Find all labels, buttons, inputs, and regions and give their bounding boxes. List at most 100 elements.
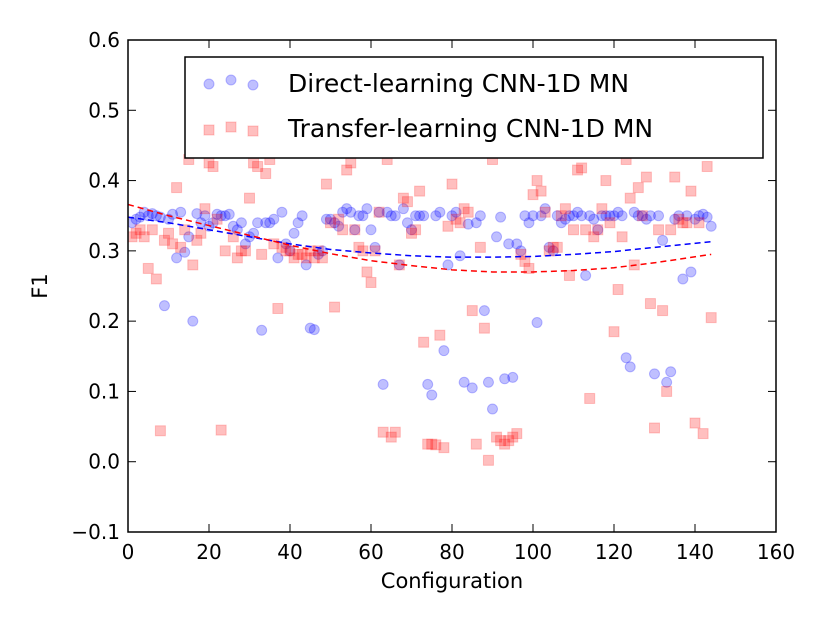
transfer-learning-point (511, 428, 523, 440)
transfer-learning-point (515, 248, 527, 260)
direct-learning-point (539, 203, 551, 215)
transfer-learning-point (657, 305, 669, 317)
transfer-learning-point (503, 435, 515, 447)
transfer-learning-point (215, 424, 227, 436)
direct-learning-point (320, 213, 332, 225)
transfer-learning-point (219, 245, 231, 257)
direct-learning-point (693, 210, 705, 222)
direct-learning-point (227, 220, 239, 232)
direct-learning-point (632, 210, 644, 222)
direct-learning-point (661, 376, 673, 388)
transfer-learning-point (320, 178, 332, 190)
direct-learning-point (215, 210, 227, 222)
direct-learning-point (414, 210, 426, 222)
direct-learning-point (701, 211, 713, 223)
transfer-learning-point (547, 241, 559, 253)
transfer-learning-point (235, 245, 247, 257)
transfer-learning-point (345, 157, 357, 169)
transfer-learning-point (187, 259, 199, 271)
direct-learning-point (187, 315, 199, 327)
legend-marker-direct (225, 74, 237, 86)
legend-marker-direct (247, 79, 259, 91)
transfer-learning-point (316, 252, 328, 264)
direct-learning-point (381, 206, 393, 218)
transfer-learning-point (495, 435, 507, 447)
direct-learning-point (292, 217, 304, 229)
transfer-learning-trend-line (128, 203, 712, 273)
transfer-learning-point (584, 392, 596, 404)
transfer-learning-point (697, 428, 709, 440)
direct-learning-point (219, 210, 231, 222)
x-tick-label: 140 (676, 540, 714, 564)
transfer-learning-point (397, 192, 409, 204)
transfer-learning-point (624, 192, 636, 204)
direct-learning-point (288, 227, 300, 239)
transfer-learning-point (296, 248, 308, 260)
transfer-learning-point (559, 203, 571, 215)
transfer-learning-point (673, 213, 685, 225)
direct-learning-point (434, 206, 446, 218)
direct-learning-point (438, 345, 450, 357)
direct-learning-point (410, 210, 422, 222)
transfer-learning-point (507, 431, 519, 443)
plot-area (128, 122, 717, 466)
direct-learning-point (551, 210, 563, 222)
transfer-learning-point (470, 438, 482, 450)
transfer-learning-point (130, 227, 142, 239)
x-tick-label: 120 (595, 540, 633, 564)
transfer-learning-point (677, 217, 689, 229)
direct-learning-point (268, 213, 280, 225)
direct-learning-point (470, 217, 482, 229)
direct-learning-point (406, 224, 417, 236)
x-tick-label: 100 (514, 540, 552, 564)
direct-learning-point (426, 389, 438, 401)
legend-marker-transfer (203, 124, 215, 136)
direct-learning-point (689, 213, 701, 225)
direct-learning-point (341, 203, 353, 215)
direct-learning-point (312, 248, 324, 260)
x-axis-label: Configuration (381, 569, 523, 593)
transfer-learning-point (649, 422, 660, 434)
direct-learning-point (612, 206, 624, 218)
direct-learning-point (523, 217, 535, 229)
transfer-learning-point (523, 262, 535, 274)
direct-learning-point (474, 210, 486, 222)
direct-learning-point (248, 227, 260, 239)
transfer-learning-point (665, 224, 677, 236)
direct-learning-point (478, 305, 490, 317)
transfer-learning-point (555, 210, 567, 222)
direct-learning-point (531, 317, 543, 329)
transfer-learning-point (685, 185, 697, 197)
transfer-learning-point (288, 252, 300, 264)
direct-learning-point (158, 300, 170, 312)
direct-learning-point (418, 210, 430, 222)
transfer-learning-point (640, 171, 652, 183)
direct-learning-point (284, 245, 296, 257)
y-axis-label: F1 (28, 273, 52, 298)
direct-learning-point (527, 210, 539, 222)
transfer-learning-point (458, 203, 470, 215)
transfer-learning-point (401, 196, 413, 208)
transfer-learning-point (333, 213, 345, 225)
transfer-learning-point (418, 336, 430, 348)
transfer-learning-point (701, 161, 713, 173)
direct-learning-point (511, 238, 523, 250)
direct-learning-point (624, 361, 636, 373)
transfer-learning-point (539, 206, 551, 218)
direct-learning-point (353, 210, 365, 222)
transfer-learning-point (681, 217, 693, 229)
direct-learning-point (389, 210, 401, 222)
transfer-learning-point (474, 241, 486, 253)
transfer-learning-point (195, 227, 207, 239)
transfer-learning-point (163, 227, 174, 239)
direct-learning-point (608, 210, 620, 222)
direct-learning-point (697, 208, 709, 220)
direct-learning-point (705, 220, 717, 232)
transfer-learning-point (227, 231, 239, 243)
transfer-learning-point (329, 301, 341, 313)
direct-learning-point (596, 210, 608, 222)
direct-learning-point (628, 206, 640, 218)
y-tick-label: 0.2 (88, 309, 120, 333)
direct-learning-point (329, 217, 341, 229)
transfer-learning-point (563, 269, 575, 281)
